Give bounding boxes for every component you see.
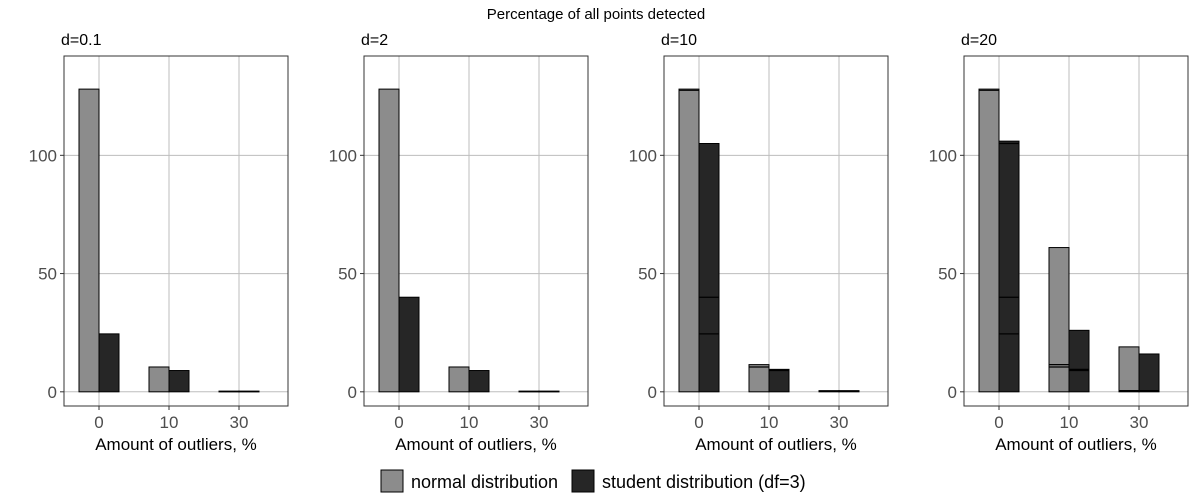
x-tick-label: 30 xyxy=(1130,413,1149,432)
y-tick-label: 0 xyxy=(948,383,957,402)
panel-border xyxy=(63,55,289,407)
panel-title: d=0.1 xyxy=(61,32,102,49)
x-tick-label: 30 xyxy=(230,413,249,432)
bar xyxy=(1048,247,1070,393)
y-tick-label: 100 xyxy=(629,146,657,165)
chart-title: Percentage of all points detected xyxy=(487,6,705,23)
x-axis-title: Amount of outliers, % xyxy=(95,435,257,454)
panel-border xyxy=(363,55,589,407)
bar xyxy=(1118,346,1140,393)
panel-border xyxy=(663,55,889,407)
bar xyxy=(678,88,700,393)
x-tick-label: 0 xyxy=(994,413,1003,432)
y-tick-label: 0 xyxy=(48,383,57,402)
y-tick-label: 0 xyxy=(648,383,657,402)
x-tick-label: 10 xyxy=(760,413,779,432)
bar xyxy=(168,370,190,393)
legend-key-normal xyxy=(380,469,404,493)
bar xyxy=(148,366,170,393)
bar xyxy=(748,364,770,393)
x-tick-label: 30 xyxy=(830,413,849,432)
x-tick-label: 0 xyxy=(94,413,103,432)
y-tick-label: 100 xyxy=(329,146,357,165)
bar xyxy=(538,390,560,393)
y-tick-label: 100 xyxy=(29,146,57,165)
panel-d-20: d=20 0 50 100 0 10 30 Amount of outliers, % xyxy=(929,32,1189,454)
bar xyxy=(378,88,400,393)
panel-title: d=10 xyxy=(661,32,697,49)
panel-border xyxy=(963,55,1189,407)
x-tick-label: 10 xyxy=(160,413,179,432)
x-tick-label: 10 xyxy=(1060,413,1079,432)
panel-d-2: d=2 0 50 100 0 10 30 Amount of outliers, % xyxy=(329,32,589,454)
y-tick-label: 0 xyxy=(348,383,357,402)
bar xyxy=(78,88,100,393)
x-axis-title: Amount of outliers, % xyxy=(395,435,557,454)
x-axis-title: Amount of outliers, % xyxy=(695,435,857,454)
bar xyxy=(238,390,260,393)
bar xyxy=(1068,329,1090,393)
bar xyxy=(1138,353,1160,393)
x-tick-label: 0 xyxy=(694,413,703,432)
x-tick-label: 0 xyxy=(394,413,403,432)
legend-label-normal: normal distribution xyxy=(411,472,558,492)
x-tick-label: 30 xyxy=(530,413,549,432)
y-tick-label: 50 xyxy=(938,265,957,284)
y-tick-label: 50 xyxy=(38,265,57,284)
bar xyxy=(978,88,1000,393)
legend-key-student xyxy=(571,469,595,493)
y-tick-label: 100 xyxy=(929,146,957,165)
bar xyxy=(698,143,720,393)
panel-d-0-1: d=0.1 0 50 100 0 10 30 Amount of outliers, % xyxy=(29,32,289,454)
bar xyxy=(468,370,490,393)
bar xyxy=(518,390,540,393)
panel-title: d=20 xyxy=(961,32,997,49)
legend-label-student: student distribution (df=3) xyxy=(602,472,806,492)
bar xyxy=(218,390,240,393)
bar xyxy=(448,366,470,393)
bar xyxy=(768,368,790,393)
x-tick-label: 10 xyxy=(460,413,479,432)
legend: normal distribution student distribution… xyxy=(380,469,806,493)
x-axis-title: Amount of outliers, % xyxy=(995,435,1157,454)
bar xyxy=(998,140,1020,393)
panel-title: d=2 xyxy=(361,32,388,49)
bar xyxy=(398,296,420,393)
bar xyxy=(98,333,120,393)
panel-d-10: d=10 0 50 100 0 10 30 Amount of outliers, % xyxy=(629,32,889,454)
y-tick-label: 50 xyxy=(638,265,657,284)
y-tick-label: 50 xyxy=(338,265,357,284)
